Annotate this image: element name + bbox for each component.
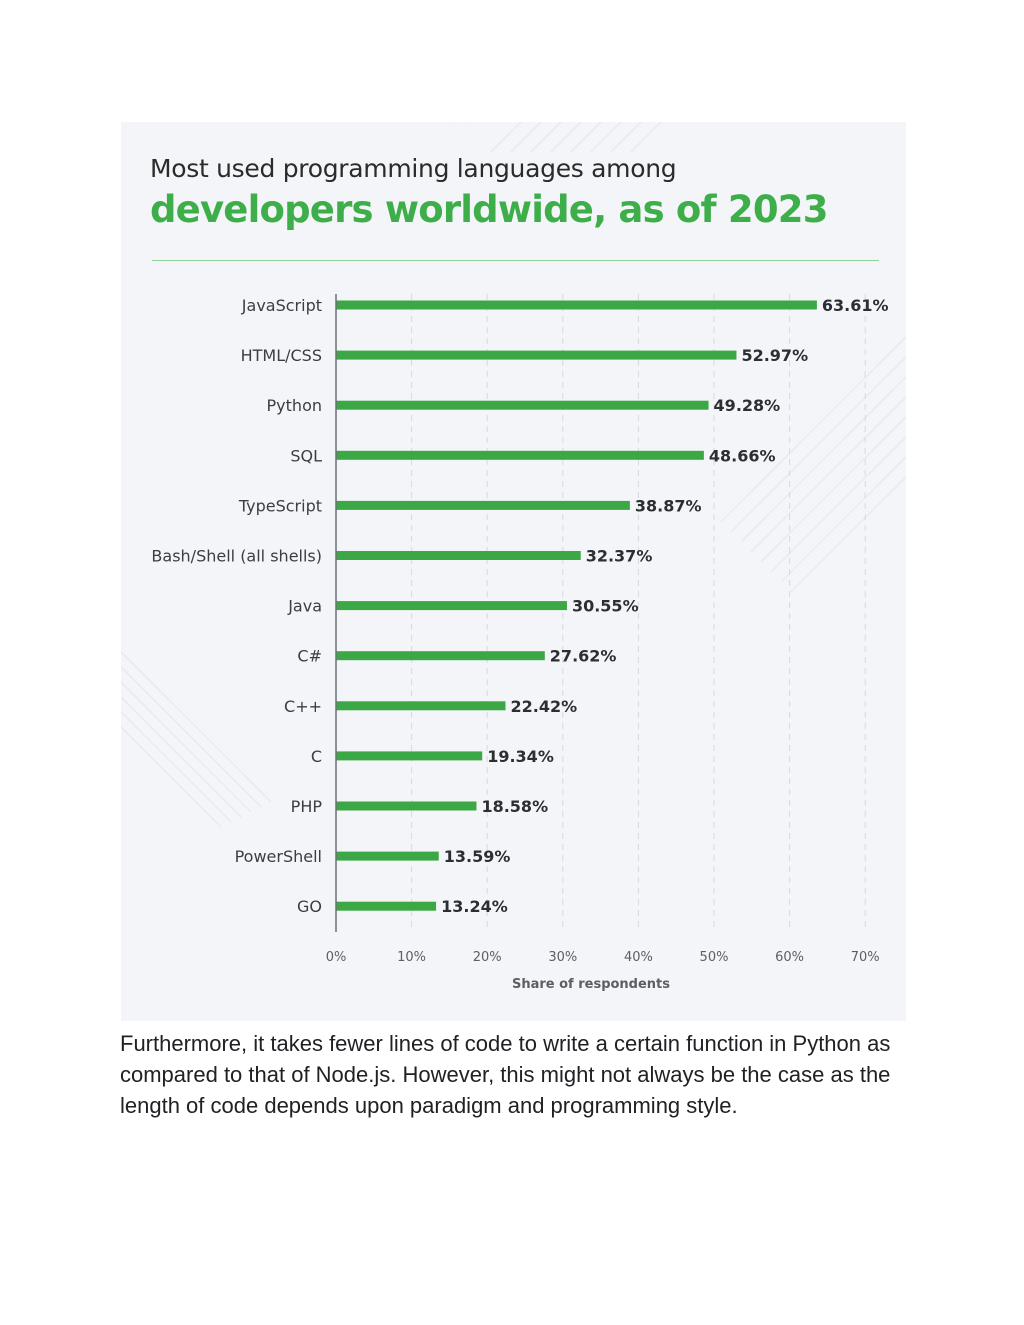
x-axis-title: Share of respondents	[512, 977, 670, 992]
bar-chart: JavaScript HTML/CSS Python SQL TypeScript Bas…	[151, 294, 889, 992]
bar-python	[336, 400, 709, 410]
value-label: 13.59%	[444, 847, 511, 866]
decorative-stripes	[121, 122, 906, 828]
x-tick-label: 60%	[775, 950, 804, 965]
category-label: JavaScript	[241, 296, 322, 315]
value-label: 38.87%	[635, 496, 702, 515]
bar-go	[336, 901, 437, 911]
value-label: 48.66%	[709, 446, 776, 465]
bar-sql	[336, 450, 704, 460]
bar-typescript	[336, 500, 630, 510]
grid-lines	[411, 294, 866, 932]
category-label: C#	[297, 647, 322, 666]
x-tick-label: 40%	[624, 950, 653, 965]
value-label: 30.55%	[572, 597, 639, 616]
category-label: Java	[287, 597, 322, 616]
value-labels: 63.61% 52.97% 49.28% 48.66% 38.87% 32.37% 30.5…	[441, 296, 888, 916]
x-tick-label: 30%	[548, 950, 577, 965]
bar-javascript	[336, 300, 817, 310]
category-label: Bash/Shell (all shells)	[151, 547, 322, 566]
x-tick-label: 20%	[473, 950, 502, 965]
bar-java	[336, 601, 567, 611]
x-tick-label: 10%	[397, 950, 426, 965]
value-label: 49.28%	[714, 396, 781, 415]
value-label: 18.58%	[481, 797, 548, 816]
category-label: GO	[297, 897, 322, 916]
value-label: 19.34%	[487, 747, 554, 766]
bar-html-css	[336, 350, 737, 360]
category-label: C	[311, 747, 322, 766]
chart-title-line-2: developers worldwide, as of 2023	[150, 188, 828, 231]
bar-c-	[336, 701, 506, 711]
title-divider	[152, 260, 879, 261]
bar-bash-shell-all-shells-	[336, 551, 581, 560]
category-label: PowerShell	[235, 847, 322, 866]
article-paragraph: Furthermore, it takes fewer lines of cod…	[120, 1031, 891, 1118]
value-label: 52.97%	[741, 346, 808, 365]
value-label: 63.61%	[822, 296, 889, 315]
category-label: TypeScript	[238, 496, 322, 515]
chart-title-line-1: Most used programming languages among	[150, 154, 677, 183]
category-label: C++	[284, 697, 322, 716]
bar-php	[336, 801, 477, 811]
bars	[336, 300, 817, 911]
value-label: 22.42%	[510, 697, 577, 716]
chart-card: Most used programming languages among de…	[121, 122, 906, 1021]
category-label: PHP	[291, 797, 323, 816]
bar-c	[336, 751, 483, 761]
x-axis-ticks: 0% 10% 20% 30% 40% 50% 60% 70%	[326, 950, 880, 965]
category-label: HTML/CSS	[241, 346, 322, 365]
category-label: SQL	[290, 446, 322, 465]
x-tick-label: 50%	[700, 950, 729, 965]
category-label: Python	[267, 396, 322, 415]
value-label: 32.37%	[586, 547, 653, 566]
bar-powershell	[336, 851, 439, 861]
value-label: 13.24%	[441, 897, 508, 916]
category-labels: JavaScript HTML/CSS Python SQL TypeScript Bas…	[151, 296, 322, 916]
x-tick-label: 70%	[851, 950, 880, 965]
value-label: 27.62%	[550, 647, 617, 666]
x-tick-label: 0%	[326, 950, 347, 965]
bar-c-	[336, 651, 545, 661]
